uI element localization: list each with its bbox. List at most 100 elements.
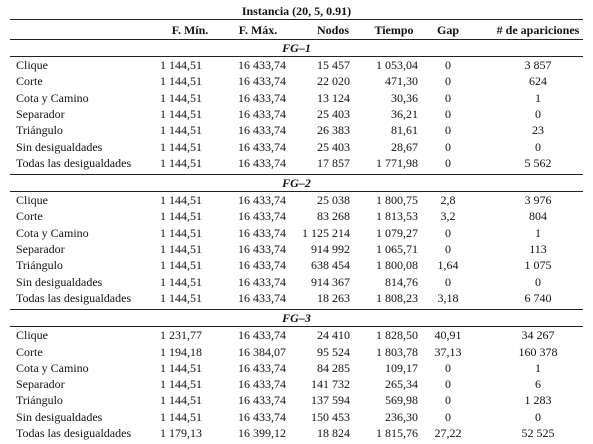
- column-header: F. Máx.: [238, 23, 278, 37]
- table-cell: 30,36: [391, 90, 418, 105]
- table-cell: 16 433,74: [238, 209, 286, 224]
- table-cell: 16 433,74: [238, 393, 286, 408]
- table-cell: 3 976: [524, 193, 552, 208]
- column-header: # de apariciones: [496, 23, 580, 37]
- table-cell: 1 075: [524, 258, 552, 273]
- table-cell: 16 433,74: [238, 290, 286, 305]
- table-cell: 1 803,78: [376, 344, 418, 359]
- table-cell: 1 194,18: [160, 344, 202, 359]
- table-cell: 81,61: [391, 123, 418, 138]
- rule: [10, 309, 583, 311]
- table-cell: 150 453: [311, 409, 350, 424]
- table-cell: 1 144,51: [160, 193, 202, 208]
- table-cell: 1 144,51: [160, 258, 202, 273]
- row-label: Todas las desigualdades: [16, 155, 132, 170]
- row-label: Corte: [16, 209, 43, 224]
- table-cell: 26 383: [317, 123, 350, 138]
- table-cell: 0: [445, 90, 451, 105]
- row-label: Sin desigualdades: [16, 274, 103, 289]
- table-cell: 0: [445, 393, 451, 408]
- table-cell: 1 065,71: [376, 242, 418, 256]
- row-label: Clique: [16, 328, 48, 343]
- table-cell: 914 367: [311, 274, 350, 289]
- table-cell: 16 433,74: [238, 58, 286, 72]
- table-cell: 17 857: [317, 155, 350, 170]
- column-header: Tiempo: [374, 23, 414, 37]
- table-cell: 1 815,76: [376, 426, 418, 440]
- table-cell: 1 053,04: [376, 58, 418, 72]
- table-cell: 15 457: [317, 58, 350, 72]
- table-cell: 1 144,51: [160, 209, 202, 224]
- table-cell: 1 079,27: [376, 225, 418, 240]
- rule: [10, 19, 583, 21]
- row-label: Clique: [16, 58, 48, 72]
- row-label: Cota y Camino: [16, 360, 89, 375]
- column-header: Nodos: [316, 23, 349, 37]
- table-cell: 236,30: [385, 409, 418, 424]
- table-cell: 16 433,74: [238, 123, 286, 138]
- rule: [10, 326, 583, 327]
- table-cell: 16 433,74: [238, 274, 286, 289]
- section-label: FG–3: [282, 311, 311, 326]
- table-cell: 16 433,74: [238, 409, 286, 424]
- table-cell: 27,22: [434, 426, 462, 440]
- table-cell: 18 824: [317, 426, 350, 440]
- row-label: Cota y Camino: [16, 90, 89, 105]
- table-cell: 137 594: [311, 393, 350, 408]
- table-cell: 1 771,98: [376, 155, 418, 170]
- table-cell: 5 562: [524, 155, 552, 170]
- table-cell: 16 433,74: [238, 74, 286, 89]
- table-cell: 1 144,51: [160, 123, 202, 138]
- table-cell: 13 124: [317, 90, 350, 105]
- table-cell: 24 410: [317, 328, 350, 343]
- table-cell: 84 285: [317, 360, 350, 375]
- row-label: Separador: [16, 377, 65, 392]
- table-cell: 0: [445, 377, 451, 392]
- table-cell: 471,30: [385, 74, 418, 89]
- table-cell: 16 399,12: [238, 426, 286, 440]
- column-header: Gap: [436, 23, 459, 37]
- table-cell: 1: [535, 225, 541, 240]
- table-cell: 0: [445, 360, 451, 375]
- table-cell: 0: [445, 242, 451, 256]
- table-cell: 1 144,51: [160, 242, 202, 256]
- table-cell: 1: [535, 90, 541, 105]
- table-cell: 1 231,77: [160, 328, 202, 343]
- row-label: Sin desigualdades: [16, 139, 103, 154]
- rule: [10, 56, 583, 57]
- table-cell: 16 433,74: [238, 377, 286, 392]
- column-header: F. Mín.: [171, 23, 209, 37]
- table-cell: 25 038: [317, 193, 350, 208]
- row-label: Separador: [16, 106, 65, 121]
- table-title: Instancia (20, 5, 0.91): [241, 4, 352, 18]
- row-label: Separador: [16, 242, 65, 256]
- table-cell: 0: [445, 409, 451, 424]
- table-cell: 36,21: [391, 106, 418, 121]
- table-cell: 0: [445, 123, 451, 138]
- table-cell: 1 144,51: [160, 360, 202, 375]
- table-cell: 914 992: [311, 242, 350, 256]
- table-cell: 16 433,74: [238, 258, 286, 273]
- table-cell: 1 828,50: [376, 328, 418, 343]
- table-cell: 1 283: [524, 393, 552, 408]
- table-cell: 23: [532, 123, 544, 138]
- table-cell: 0: [445, 225, 451, 240]
- table-cell: 16 433,74: [238, 225, 286, 240]
- row-label: Todas las desigualdades: [16, 426, 132, 440]
- table-cell: 1 800,75: [376, 193, 418, 208]
- row-label: Triángulo: [16, 393, 63, 408]
- table-cell: 265,34: [385, 377, 418, 392]
- row-label: Sin desigualdades: [16, 409, 103, 424]
- row-label: Corte: [16, 344, 43, 359]
- table-cell: 6: [535, 377, 541, 392]
- table-cell: 40,91: [434, 328, 462, 343]
- table-cell: 1 144,51: [160, 274, 202, 289]
- table-cell: 1 144,51: [160, 74, 202, 89]
- table-cell: 25 403: [317, 106, 350, 121]
- table-cell: 25 403: [317, 139, 350, 154]
- table-cell: 109,17: [385, 360, 418, 375]
- table-cell: 16 433,74: [238, 328, 286, 343]
- table-cell: 1 144,51: [160, 90, 202, 105]
- table-cell: 1 144,51: [160, 393, 202, 408]
